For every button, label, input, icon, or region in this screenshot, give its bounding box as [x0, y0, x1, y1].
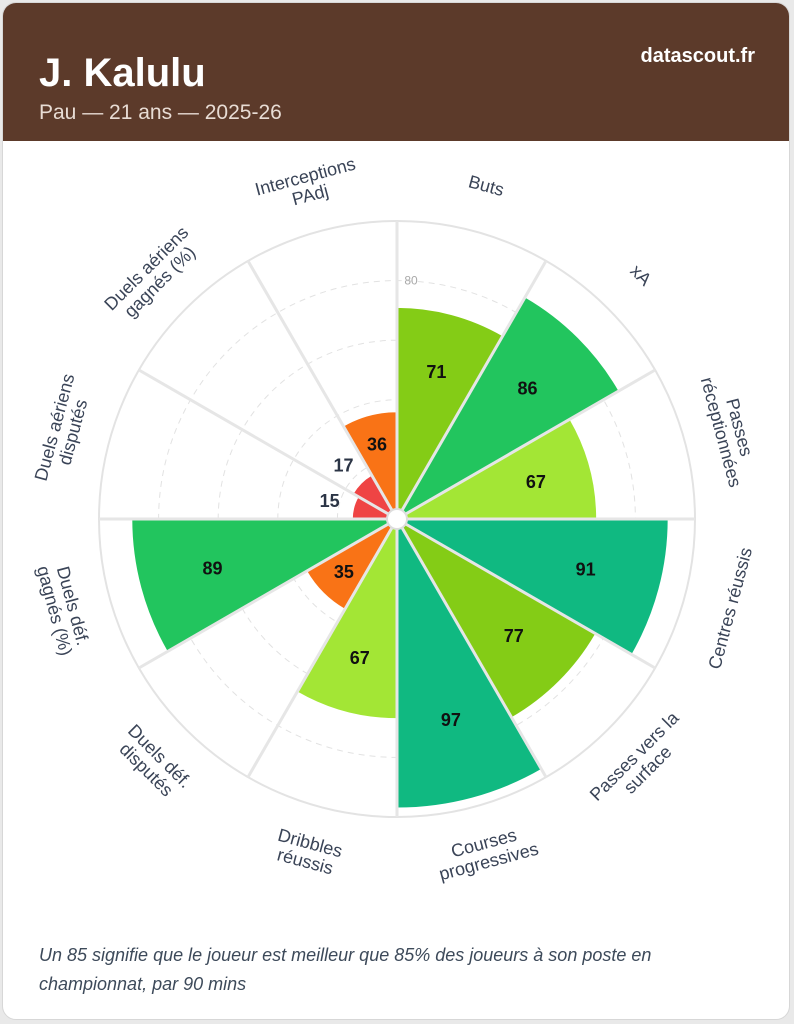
bar-2: [395, 418, 598, 520]
brand-link[interactable]: datascout.fr: [640, 45, 755, 67]
tick-label: 80: [404, 274, 418, 288]
bar-4: [395, 517, 597, 719]
bar-3: [395, 518, 669, 656]
category-label: Duels déf.gagnés (%): [33, 559, 94, 658]
spoke-8: [138, 517, 398, 670]
category-label: Duels aériensgagnés (%): [100, 222, 205, 327]
category-label: Duels aériensdisputés: [31, 372, 97, 488]
bar-1: [395, 296, 620, 521]
category-label-line: Buts: [466, 171, 506, 200]
category-label: Duels déf.disputés: [111, 721, 196, 806]
value-label: 15: [320, 491, 340, 511]
category-label-line: xA: [626, 261, 655, 290]
value-label: 97: [441, 710, 461, 730]
radar-spokes: [99, 221, 695, 817]
category-label: Buts: [466, 171, 506, 200]
category-label: Centres réussis: [704, 545, 756, 671]
header-banner: J. Kalulu Pau — 21 ans — 2025-26 datasco…: [3, 3, 789, 141]
value-label: 77: [504, 626, 524, 646]
radar-bars: [131, 296, 669, 809]
category-label: Coursesprogressives: [432, 820, 541, 884]
value-label: 36: [367, 434, 387, 454]
category-label: xA: [626, 261, 655, 290]
bar-5: [396, 517, 543, 809]
value-label: 67: [350, 648, 370, 668]
spoke-5: [395, 518, 548, 778]
bar-0: [396, 306, 504, 521]
value-label: 35: [334, 562, 354, 582]
category-label: InterceptionsPAdj: [253, 154, 363, 218]
spoke-2: [396, 368, 656, 521]
category-label-line: Centres réussis: [704, 545, 756, 671]
player-name: J. Kalulu: [39, 51, 206, 95]
value-label: 86: [517, 379, 537, 399]
value-label: 17: [333, 456, 353, 476]
value-label: 67: [526, 472, 546, 492]
center-hub: [386, 508, 408, 530]
value-label: 71: [426, 362, 446, 382]
category-label: Dribblesréussis: [271, 825, 345, 880]
spoke-1: [395, 260, 548, 520]
value-label: 89: [203, 558, 223, 578]
footnote: Un 85 signifie que le joueur est meilleu…: [39, 945, 652, 994]
spoke-7: [246, 518, 399, 778]
category-label: Passesréceptionnées: [697, 370, 764, 489]
value-label: 91: [576, 560, 596, 580]
percentile-radar-chart: 80 71 86 67 91 77 97 67 35 89 15 17 36 Buts xA Passesré…: [31, 154, 764, 885]
category-label: Passes vers lasurface: [586, 707, 697, 818]
bar-8: [131, 518, 399, 653]
spoke-10: [138, 368, 398, 521]
spoke-11: [246, 260, 399, 520]
bar-6: [296, 517, 398, 720]
spoke-4: [396, 517, 656, 670]
player-subtitle: Pau — 21 ans — 2025-26: [39, 101, 282, 124]
